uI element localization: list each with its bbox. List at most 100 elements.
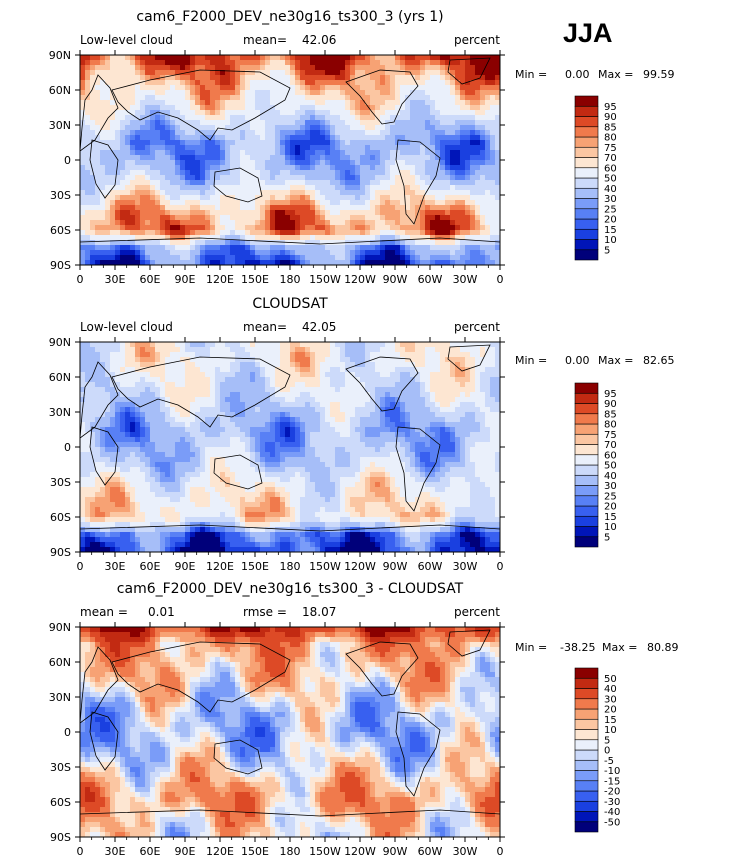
field-cell [365,150,371,156]
field-cell [280,55,286,61]
field-cell [455,352,461,358]
field-cell [335,55,341,61]
field-cell [150,60,156,66]
field-cell [150,225,156,231]
field-cell [325,235,331,241]
field-cell [115,80,121,86]
field-cell [320,397,326,403]
field-cell [270,260,276,265]
colorbar-label: 70 [604,153,617,164]
field-cell [170,145,176,151]
field-cell [80,165,86,171]
field-cell [495,392,500,398]
field-cell [175,130,181,136]
field-cell [200,205,206,211]
field-cell [335,245,341,251]
field-cell [375,110,381,116]
field-cell [90,55,96,61]
field-cell [160,135,166,141]
field-cell [230,185,236,191]
field-cell [225,125,231,131]
field-cell [215,417,221,423]
field-cell [275,357,281,363]
field-cell [300,402,306,408]
x-tick-label: 60E [140,273,161,286]
field-cell [85,382,91,388]
field-cell [355,160,361,166]
field-cell [155,110,161,116]
field-cell [185,412,191,418]
field-cell [170,95,176,101]
field-cell [495,150,500,156]
field-cell [85,80,91,86]
field-cell [115,115,121,121]
field-cell [480,220,486,226]
field-cell [360,185,366,191]
field-cell [290,235,296,241]
field-cell [350,135,356,141]
field-cell [370,347,376,353]
field-cell [490,235,496,241]
field-cell [395,250,401,256]
field-cell [465,180,471,186]
field-cell [135,140,141,146]
field-cell [230,362,236,368]
field-cell [135,150,141,156]
field-cell [450,255,456,261]
field-cell [160,205,166,211]
field-cell [285,417,291,423]
field-cell [240,357,246,363]
field-cell [185,145,191,151]
field-cell [205,185,211,191]
field-cell [100,200,106,206]
field-cell [410,367,416,373]
field-cell [110,377,116,383]
field-cell [165,135,171,141]
field-cell [250,230,256,236]
field-cell [220,60,226,66]
field-cell [405,75,411,81]
field-cell [135,342,141,348]
colorbar-box [574,126,599,138]
field-cell [135,235,141,241]
field-cell [405,70,411,76]
field-cell [395,225,401,231]
field-cell [410,125,416,131]
field-cell [290,215,296,221]
field-cell [440,190,446,196]
field-cell [365,210,371,216]
field-cell [200,130,206,136]
field-cell [160,372,166,378]
field-cell [235,65,241,71]
field-cell [220,240,226,246]
field-cell [495,245,500,251]
field-cell [80,160,86,166]
field-cell [90,382,96,388]
field-cell [405,215,411,221]
field-cell [435,392,441,398]
field-cell [400,75,406,81]
field-cell [125,90,131,96]
field-cell [195,412,201,418]
field-cell [300,115,306,121]
field-cell [485,402,491,408]
field-cell [335,357,341,363]
field-cell [200,55,206,61]
field-cell [210,250,216,256]
field-cell [85,412,91,418]
field-cell [300,85,306,91]
field-cell [430,140,436,146]
field-cell [210,245,216,251]
field-cell [320,130,326,136]
colorbar-label: 15 [604,225,617,236]
field-cell [190,190,196,196]
field-cell [200,377,206,383]
field-cell [300,170,306,176]
field-cell [165,140,171,146]
field-cell [190,362,196,368]
field-cell [475,412,481,418]
field-cell [305,150,311,156]
field-cell [370,55,376,61]
field-cell [260,397,266,403]
field-cell [305,170,311,176]
